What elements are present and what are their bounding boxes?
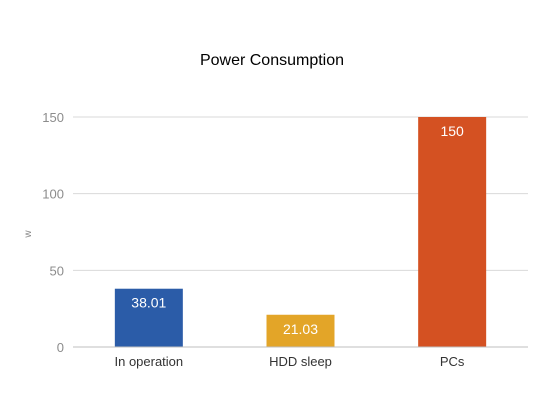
y-tick-label: 50 — [50, 263, 64, 278]
x-tick-label: PCs — [440, 354, 465, 369]
y-tick-label: 0 — [57, 340, 64, 355]
bar-in-operation — [114, 288, 183, 347]
data-label: 21.03 — [283, 321, 318, 337]
chart-title: Power Consumption — [200, 52, 344, 69]
y-axis-label: w — [23, 230, 34, 239]
data-label: 38.01 — [131, 295, 166, 311]
x-tick-label: HDD sleep — [269, 354, 332, 369]
y-axis-ticks: 0 50 100 150 — [42, 110, 64, 355]
bar-pcs — [418, 117, 487, 347]
bars: 38.01 21.03 150 — [114, 117, 487, 347]
x-axis-ticks: In operation HDD sleep PCs — [114, 354, 464, 369]
x-tick-label: In operation — [114, 354, 183, 369]
y-tick-label: 150 — [42, 110, 64, 125]
y-tick-label: 100 — [42, 187, 64, 202]
data-label: 150 — [440, 123, 464, 139]
bar-hdd-sleep — [266, 314, 335, 347]
